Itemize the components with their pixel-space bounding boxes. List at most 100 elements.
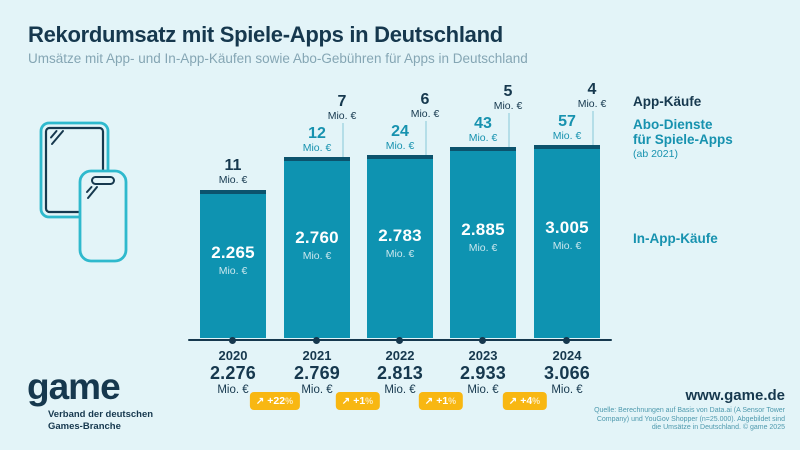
- abo-value-label: 43: [474, 115, 492, 132]
- bar-2022: 2.783 Mio. €: [367, 155, 433, 338]
- trend-up-icon: ↗: [341, 396, 351, 407]
- growth-value: +1: [436, 395, 449, 407]
- year-label: 2024: [552, 348, 582, 363]
- app-value-label: 11: [224, 157, 242, 174]
- legend-app-purchases: App-Käufe: [633, 94, 702, 109]
- source-note: Quelle: Berechnungen auf Basis von Data.…: [594, 407, 785, 433]
- growth-badge: ↗ +4%: [502, 392, 548, 410]
- year-label: 2023: [468, 348, 498, 363]
- app-value-unit: Mio. €: [493, 100, 523, 112]
- inapp-value: 2.760: [295, 228, 339, 247]
- legend-subscriptions-line2: für Spiele-Apps: [633, 132, 733, 147]
- growth-value: +22: [267, 395, 286, 407]
- leader-line: [508, 113, 510, 147]
- inapp-value: 3.005: [545, 218, 589, 237]
- app-value-unit: Mio. €: [327, 110, 357, 122]
- year-label: 2020: [218, 348, 248, 363]
- inapp-unit: Mio. €: [385, 248, 415, 260]
- axis-dot: [479, 337, 486, 344]
- inapp-unit: Mio. €: [552, 240, 582, 252]
- legend-subscriptions-line1: Abo-Dienste: [633, 117, 713, 132]
- app-value-unit: Mio. €: [577, 98, 607, 110]
- abo-value-unit: Mio. €: [385, 140, 415, 152]
- bar-2023: 2.885 Mio. €: [450, 147, 516, 338]
- growth-percent-sign: %: [285, 396, 294, 406]
- website-url: www.game.de: [685, 387, 785, 404]
- growth-value: +4: [520, 395, 533, 407]
- bar-cap-2024: [534, 145, 600, 149]
- page-title: Rekordumsatz mit Spiele-Apps in Deutschl…: [28, 22, 503, 47]
- bar-2020: 2.265 Mio. €: [200, 190, 266, 338]
- source-line: die Umsätze in Deutschland. © game 2025: [651, 424, 785, 432]
- legend-subscriptions-note: (ab 2021): [633, 148, 678, 160]
- growth-percent-sign: %: [532, 396, 541, 406]
- bar-cap-2021: [284, 157, 350, 161]
- inapp-value: 2.265: [211, 243, 255, 262]
- total-value: 2.276: [209, 363, 257, 383]
- growth-badge: ↗ +22%: [249, 392, 301, 410]
- axis-dot: [396, 337, 403, 344]
- total-unit: Mio. €: [551, 384, 583, 396]
- axis-dot: [229, 337, 236, 344]
- trend-up-icon: ↗: [424, 396, 434, 407]
- game-logo: game: [27, 366, 121, 407]
- abo-value-unit: Mio. €: [468, 132, 498, 144]
- growth-percent-sign: %: [448, 396, 457, 406]
- growth-percent-sign: %: [365, 396, 374, 406]
- total-value: 2.769: [293, 363, 341, 383]
- inapp-value-block: 3.005 Mio. €: [534, 218, 600, 252]
- total-unit: Mio. €: [301, 384, 333, 396]
- inapp-unit: Mio. €: [218, 265, 248, 277]
- leader-line: [592, 111, 594, 145]
- leader-line: [342, 123, 344, 157]
- leader-line: [425, 121, 427, 155]
- abo-value-label: 24: [391, 123, 409, 140]
- inapp-value-block: 2.265 Mio. €: [200, 243, 266, 277]
- trend-up-icon: ↗: [508, 396, 518, 407]
- source-line: Quelle: Berechnungen auf Basis von Data.…: [594, 407, 785, 414]
- abo-value-label: 12: [308, 125, 326, 142]
- growth-value: +1: [353, 395, 366, 407]
- app-value-label: 7: [337, 93, 347, 110]
- inapp-value-block: 2.783 Mio. €: [367, 226, 433, 260]
- page-subtitle: Umsätze mit App- und In-App-Käufen sowie…: [28, 51, 528, 66]
- inapp-unit: Mio. €: [302, 250, 332, 262]
- inapp-unit: Mio. €: [468, 242, 498, 254]
- total-unit: Mio. €: [217, 384, 249, 396]
- total-value: 2.813: [376, 363, 424, 383]
- total-unit: Mio. €: [467, 384, 499, 396]
- app-value-label: 6: [420, 91, 430, 108]
- logo-subline: Verband der deutschen: [48, 409, 154, 420]
- total-unit: Mio. €: [384, 384, 416, 396]
- year-label: 2022: [385, 348, 415, 363]
- bar-2024: 3.005 Mio. €: [534, 145, 600, 338]
- axis-dot: [313, 337, 320, 344]
- inapp-value: 2.885: [461, 220, 505, 239]
- inapp-value-block: 2.760 Mio. €: [284, 228, 350, 262]
- tablet-phone-icon: [39, 121, 128, 263]
- total-value: 3.066: [543, 363, 591, 383]
- logo-subline: Games-Branche: [48, 421, 121, 432]
- bar-2021: 2.760 Mio. €: [284, 157, 350, 338]
- growth-badge: ↗ +1%: [418, 392, 464, 410]
- trend-up-icon: ↗: [255, 396, 265, 407]
- app-value-unit: Mio. €: [410, 108, 440, 120]
- app-value-label: 5: [503, 83, 513, 100]
- axis-dot: [563, 337, 570, 344]
- bar-cap-2023: [450, 147, 516, 151]
- bar-cap-2022: [367, 155, 433, 159]
- total-value: 2.933: [459, 363, 507, 383]
- source-line: Company) und YouGov Shopper (n=25.000). …: [596, 415, 785, 423]
- growth-badge: ↗ +1%: [335, 392, 381, 410]
- year-label: 2021: [302, 348, 332, 363]
- abo-value-unit: Mio. €: [302, 142, 332, 154]
- app-value-label: 4: [587, 81, 597, 98]
- abo-value-unit: Mio. €: [552, 130, 582, 142]
- legend-in-app-purchases: In-App-Käufe: [633, 231, 718, 246]
- inapp-value-block: 2.885 Mio. €: [450, 220, 516, 254]
- abo-value-label: 57: [558, 113, 576, 130]
- bar-cap-2020: [200, 190, 266, 194]
- inapp-value: 2.783: [378, 226, 422, 245]
- app-value-unit: Mio. €: [218, 174, 248, 186]
